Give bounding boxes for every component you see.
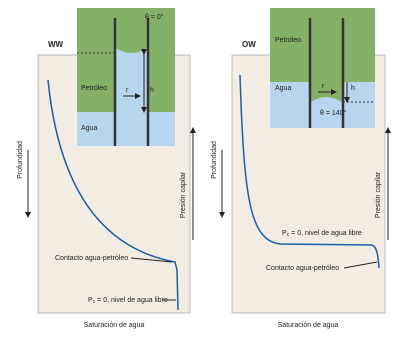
height-label: h	[150, 87, 154, 94]
angle: θ = 140°	[320, 109, 347, 117]
height-label: h	[351, 85, 355, 92]
leader	[343, 261, 378, 269]
free-level: Pc = 0, nivel de agua libre	[88, 297, 168, 305]
contact-label: Contacto agua-petróleo	[266, 265, 339, 272]
subscript: c	[287, 232, 290, 238]
oil-label: Petróleo	[275, 37, 301, 44]
pressure-label: Presión capilar	[375, 171, 382, 218]
leader	[130, 257, 173, 263]
water-zone	[77, 112, 175, 146]
radius-label: r	[126, 87, 129, 94]
x-axis-label: Saturación de agua	[278, 322, 339, 329]
free-level-text: = 0, nivel de agua libre	[97, 297, 168, 304]
contact-label: Contacto agua-petróleo	[55, 255, 128, 262]
panel-label: WW	[48, 40, 64, 49]
curve	[47, 79, 179, 311]
depth-label: Profundidad	[17, 141, 24, 179]
water-label: Agua	[81, 125, 97, 132]
pressure-label: Presión capilar	[180, 171, 187, 218]
symbol: P	[282, 230, 287, 237]
curve	[239, 74, 380, 269]
free-level: Pc = 0, nivel de agua libre	[282, 230, 362, 238]
panel-label: OW	[242, 40, 256, 49]
panel-ww: θ = 0° Petróleo Agua r h WW Profundidad …	[17, 8, 196, 329]
oil-zone	[270, 8, 375, 82]
subscript: c	[93, 299, 96, 305]
free-level-text: = 0, nivel de agua libre	[291, 230, 362, 237]
depth-label: Profundidad	[211, 141, 218, 179]
oil-label: Petróleo	[81, 85, 107, 92]
angle: θ = 0°	[145, 13, 164, 21]
x-axis-label: Saturación de agua	[84, 322, 145, 329]
tube-water	[116, 48, 147, 112]
symbol: P	[88, 297, 93, 304]
water-label: Agua	[275, 85, 291, 92]
panel-ow: Petróleo Agua r h θ = 140° OW Profundida…	[211, 8, 391, 329]
radius-label: r	[322, 83, 325, 90]
